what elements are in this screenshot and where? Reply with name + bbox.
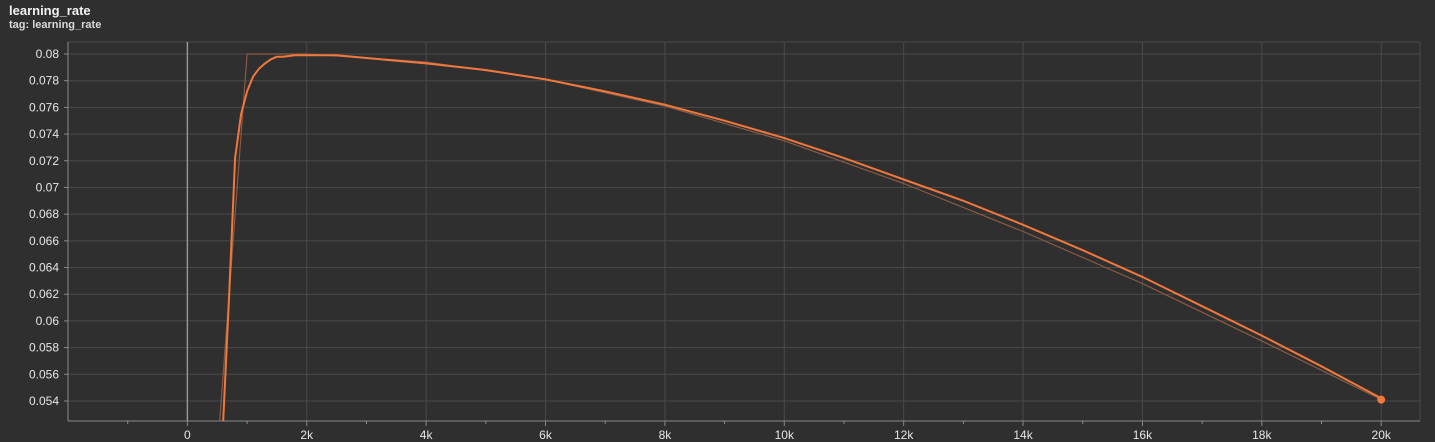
x-tick-label: 12k	[894, 428, 914, 442]
y-tick-label: 0.068	[29, 207, 59, 221]
y-tick-label: 0.078	[29, 74, 59, 88]
tag-value: learning_rate	[32, 19, 102, 31]
y-tick-label: 0.08	[36, 47, 60, 61]
raw-series-line	[219, 53, 1382, 421]
y-tick-label: 0.076	[29, 100, 59, 114]
grid-lines	[68, 41, 1421, 421]
chart-header: learning_rate tag: learning_rate	[9, 3, 101, 32]
smoothed-series-line	[222, 54, 1383, 421]
x-tick-label: 10k	[775, 428, 795, 442]
tick-labels: 0.054 0.056 0.058 0.06 0.062 0.064 0.066 0.068 0…	[29, 47, 1392, 442]
y-tick-label: 0.074	[29, 127, 59, 141]
y-tick-label: 0.054	[29, 394, 59, 408]
y-tick-label: 0.066	[29, 234, 59, 248]
x-tick-label: 8k	[659, 428, 673, 442]
y-tick-label: 0.072	[29, 154, 59, 168]
series-lines	[219, 53, 1383, 421]
x-tick-label: 16k	[1133, 428, 1153, 442]
x-tick-label: 4k	[420, 428, 434, 442]
y-tick-label: 0.07	[36, 180, 60, 194]
x-tick-label: 2k	[300, 428, 314, 442]
x-tick-label: 0	[184, 428, 191, 442]
axes	[64, 42, 1420, 426]
y-tick-label: 0.056	[29, 367, 59, 381]
x-tick-label: 6k	[539, 428, 553, 442]
last-point-marker	[1377, 395, 1386, 404]
chart-title: learning_rate	[9, 3, 91, 18]
chart-tag: tag: learning_rate	[9, 18, 101, 32]
y-tick-label: 0.058	[29, 341, 59, 355]
x-tick-label: 14k	[1013, 428, 1033, 442]
x-tick-label: 20k	[1372, 428, 1392, 442]
y-tick-label: 0.062	[29, 287, 59, 301]
y-tick-label: 0.06	[36, 314, 60, 328]
tag-prefix: tag:	[9, 19, 30, 31]
y-tick-label: 0.064	[29, 261, 59, 275]
x-tick-label: 18k	[1252, 428, 1272, 442]
